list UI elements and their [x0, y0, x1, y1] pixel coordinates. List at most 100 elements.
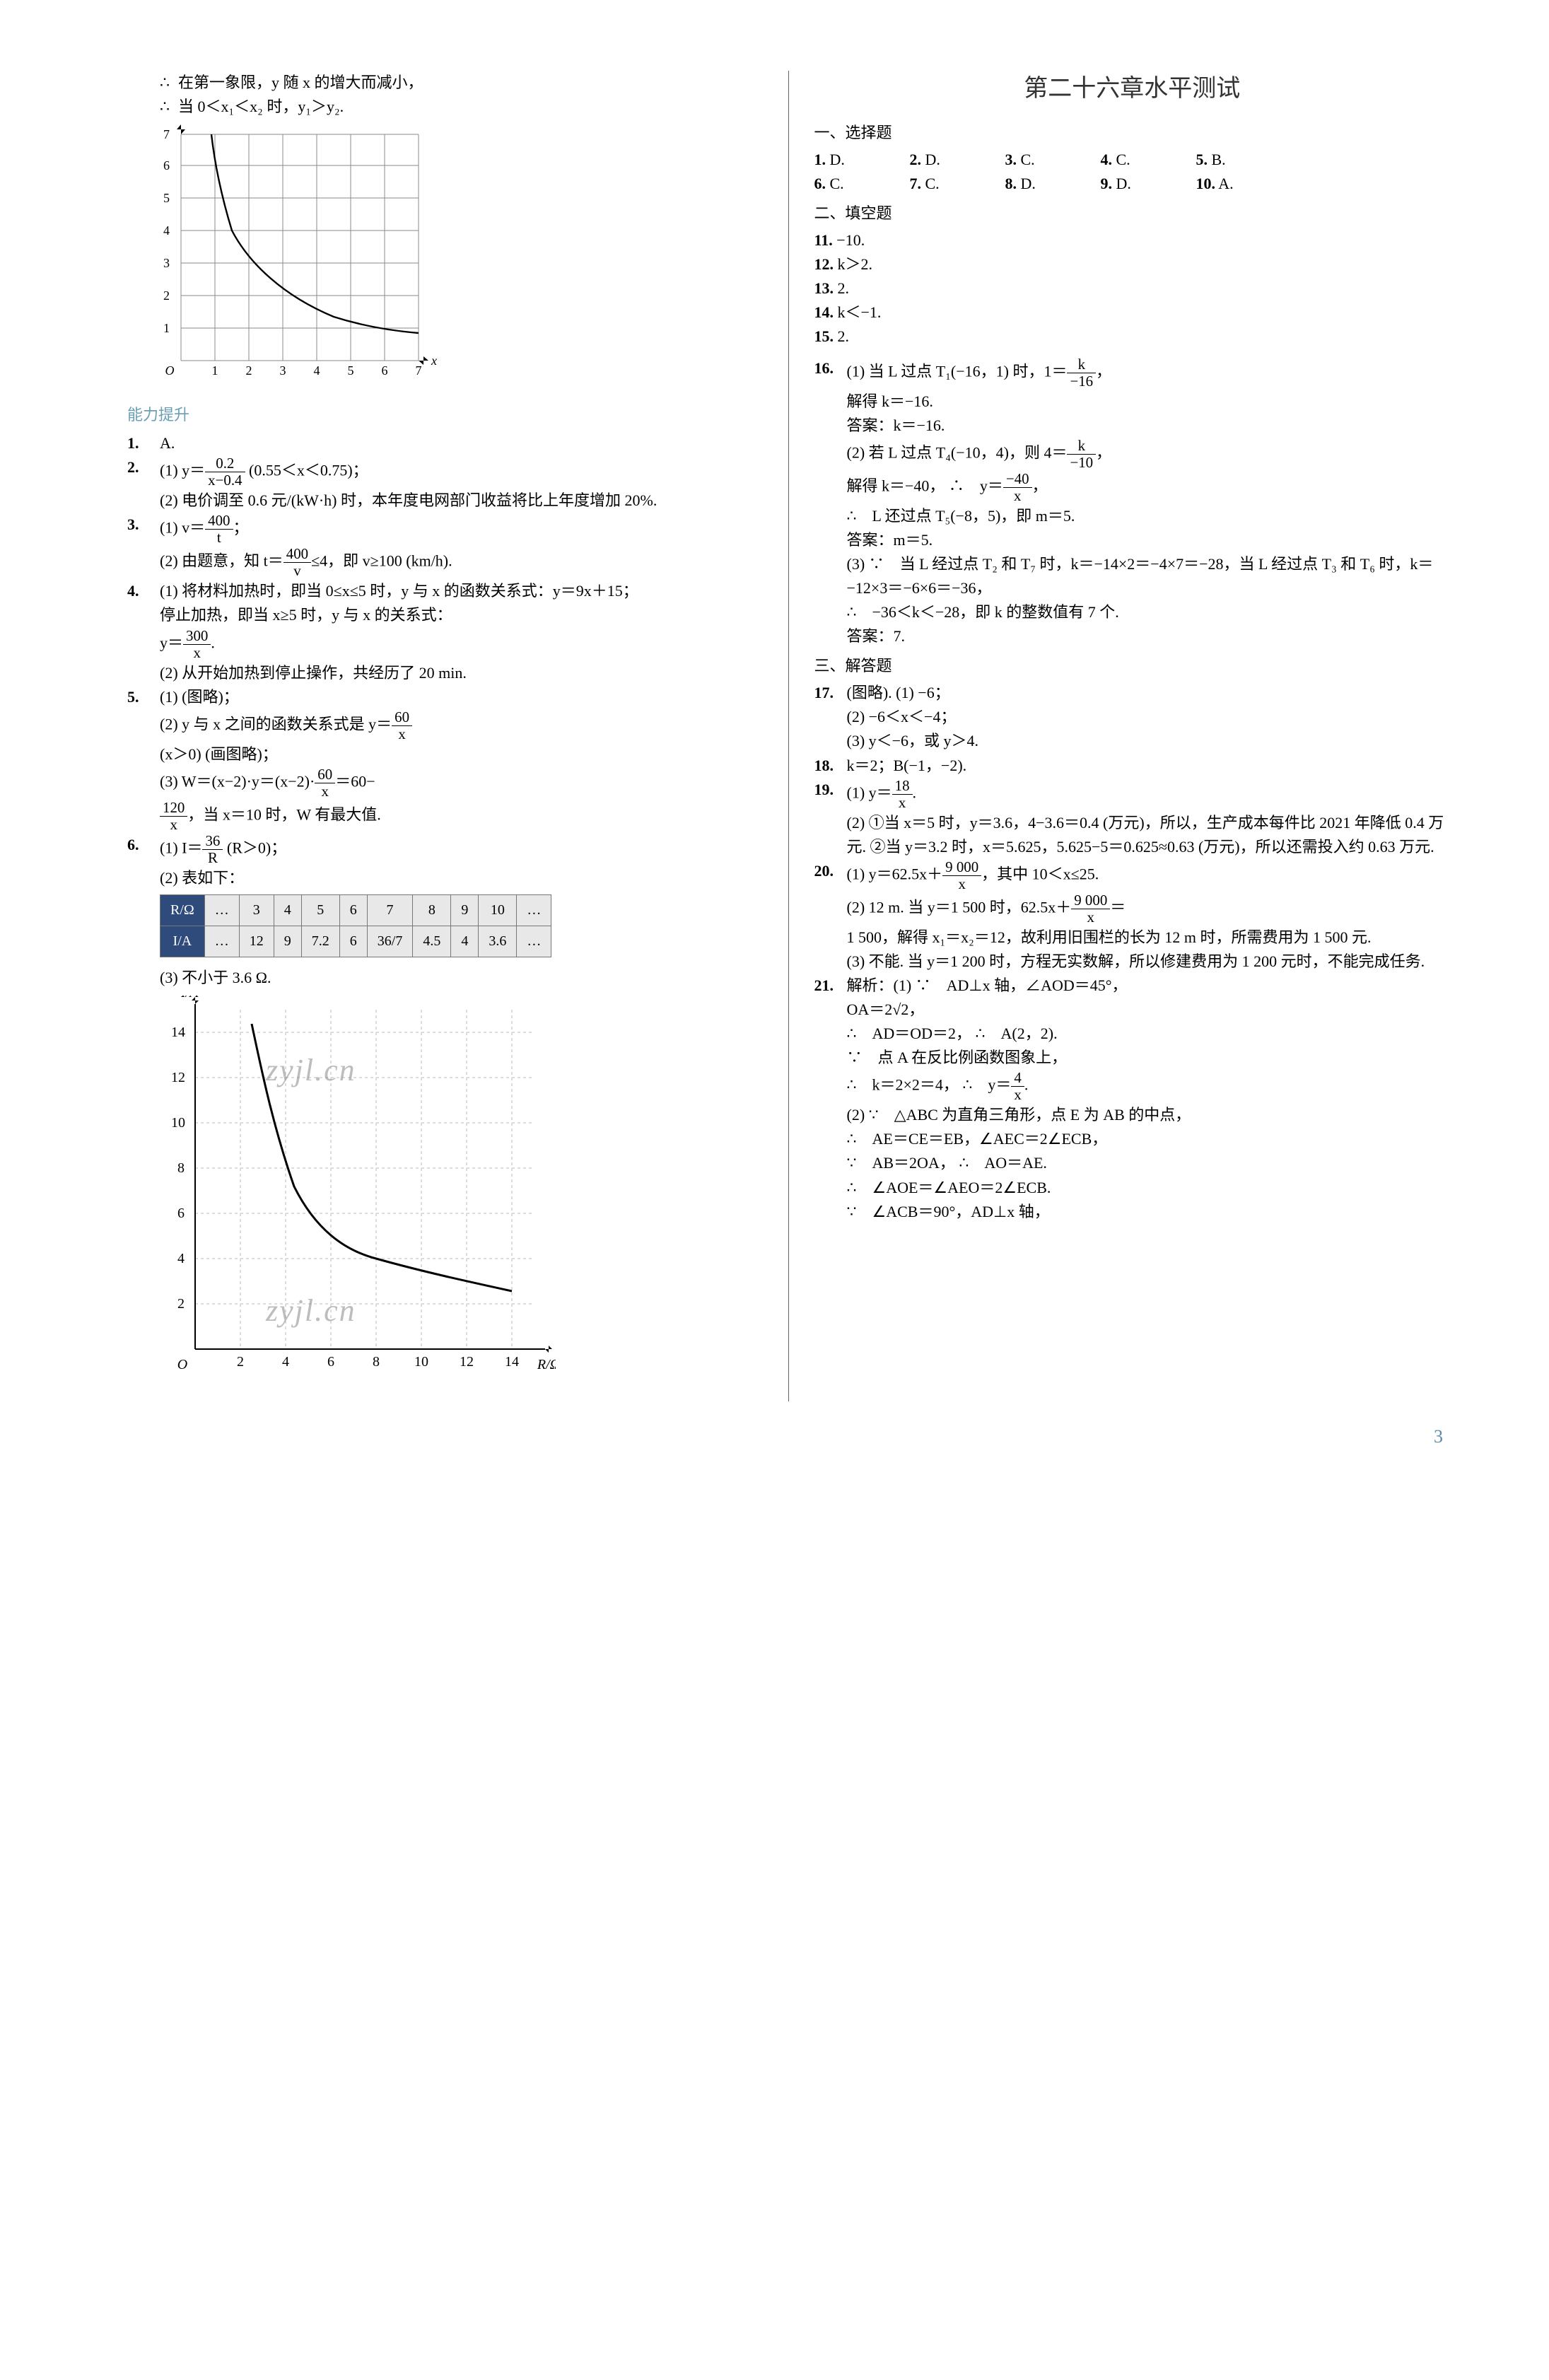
q21-p8: ∵ AB＝2OA， ∴ AO＝AE. [847, 1151, 1451, 1175]
fb-11: 11. −10. [814, 228, 1451, 252]
q16-p2: 解得 k＝−16. [847, 390, 1451, 414]
svg-text:3: 3 [163, 256, 170, 270]
svg-text:10: 10 [414, 1354, 428, 1370]
q17: 17. (图略). (1) −6； (2) −6＜x＜−4； (3) y＜−6，… [814, 681, 1451, 753]
mc-item: 8. D. [1005, 172, 1101, 196]
page-number: 3 [127, 1423, 1450, 1451]
q3-p1a: (1) v＝ [160, 519, 205, 537]
q2: 2. (1) y＝0.2x−0.4 (0.55＜x＜0.75)； (2) 电价调… [127, 455, 767, 513]
q18: 18. k＝2；B(−1，−2). [814, 754, 1451, 778]
svg-text:8: 8 [177, 1160, 185, 1176]
q3: 3. (1) v＝400t； (2) 由题意，知 t＝400v≤4，即 v≥10… [127, 513, 767, 579]
q4-p3: y＝300x. [160, 628, 767, 661]
q16: 16. (1) 当 L 过点 T₁(−16，1) 时，1＝k−16， 解得 k＝… [814, 356, 1451, 649]
q4-p1: (1) 将材料加热时，即当 0≤x≤5 时，y 与 x 的函数关系式：y＝9x＋… [160, 579, 767, 603]
q4-p4: (2) 从开始加热到停止操作，共经历了 20 min. [160, 661, 767, 685]
svg-text:7: 7 [163, 127, 170, 141]
svg-text:x: x [431, 354, 437, 368]
svg-text:2: 2 [177, 1296, 185, 1312]
q19-p1: (1) y＝18x. [847, 778, 1451, 811]
q5: 5. (1) (图略)； (2) y 与 x 之间的函数关系式是 y＝60x (… [127, 685, 767, 833]
svg-text:12: 12 [460, 1354, 474, 1370]
mc-item: 4. C. [1101, 148, 1196, 172]
q17-p3: (3) y＜−6，或 y＞4. [847, 729, 1451, 753]
mc-item: 1. D. [814, 148, 910, 172]
q17-p1: (图略). (1) −6； [847, 681, 1451, 705]
svg-text:12: 12 [171, 1070, 185, 1085]
intro-line-2: 当 0＜x₁＜x₂ 时，y₁＞y₂. [127, 95, 767, 119]
q21-p5: ∴ k＝2×2＝4， ∴ y＝4x. [847, 1070, 1451, 1103]
intro-line-1: 在第一象限，y 随 x 的增大而减小， [127, 71, 767, 95]
svg-text:I/A: I/A [180, 996, 199, 1001]
svg-text:2: 2 [246, 363, 252, 378]
table-row: R/Ω …3 45 67 89 10… [160, 894, 551, 926]
q19-p2: (2) ①当 x＝5 时，y＝3.6，4−3.6＝0.4 (万元)，所以，生产成… [847, 811, 1451, 859]
section-ability: 能力提升 [127, 403, 767, 427]
mc-row-2: 6. C. 7. C. 8. D. 9. D. 10. A. [814, 172, 1451, 196]
q5-p4: 120x，当 x＝10 时，W 有最大值. [160, 800, 767, 833]
mc-item: 3. C. [1005, 148, 1101, 172]
mc-item: 10. A. [1196, 172, 1292, 196]
q5-p3: (3) W＝(x−2)·y＝(x−2)·60x＝60− [160, 766, 767, 800]
svg-text:3: 3 [280, 363, 286, 378]
table-row: I/A …12 97.2 636/7 4.54 3.6… [160, 926, 551, 957]
svg-text:7: 7 [416, 363, 422, 378]
mc-row-1: 1. D. 2. D. 3. C. 4. C. 5. B. [814, 148, 1451, 172]
svg-text:6: 6 [327, 1354, 334, 1370]
q21-p7: ∴ AE＝CE＝EB，∠AEC＝2∠ECB， [847, 1127, 1451, 1151]
chart-1: 123 456 7 12 34 56 7 O x y [148, 124, 767, 393]
mc-item: 6. C. [814, 172, 910, 196]
q16-p7: 答案：m＝5. [847, 528, 1451, 552]
svg-text:10: 10 [171, 1115, 185, 1131]
q2-frac: 0.2x−0.4 [205, 455, 245, 489]
svg-text:5: 5 [348, 363, 354, 378]
fb-13: 13. 2. [814, 276, 1451, 301]
q4: 4. (1) 将材料加热时，即当 0≤x≤5 时，y 与 x 的函数关系式：y＝… [127, 579, 767, 684]
right-column: 第二十六章水平测试 一、选择题 1. D. 2. D. 3. C. 4. C. … [789, 71, 1451, 1401]
chart-2: zyjl.cn zyjl.cn 246 81012 14 246 81012 1… [160, 996, 767, 1392]
q5-p2c: (x＞0) (画图略)； [160, 742, 767, 766]
q21-p6: (2) ∵ △ABC 为直角三角形，点 E 为 AB 的中点， [847, 1103, 1451, 1127]
q6-p1: (1) I＝36R (R＞0)； [160, 833, 767, 866]
q16-p4: (2) 若 L 过点 T₄(−10，4)，则 4＝k−10， [847, 438, 1451, 471]
q21-p4: ∵ 点 A 在反比例函数图象上， [847, 1046, 1451, 1070]
th-i: I/A [160, 926, 205, 957]
q16-p5: 解得 k＝−40， ∴ y＝−40x， [847, 471, 1451, 504]
fb-12: 12. k＞2. [814, 252, 1451, 276]
svg-text:6: 6 [177, 1206, 185, 1221]
sec-mc: 一、选择题 [814, 121, 1451, 145]
q3-p2: (2) 由题意，知 t＝400v≤4，即 v≥100 (km/h). [160, 546, 767, 579]
svg-text:1: 1 [212, 363, 218, 378]
q16-p1: (1) 当 L 过点 T₁(−16，1) 时，1＝k−16， [847, 356, 1451, 390]
th-r: R/Ω [160, 894, 205, 926]
q3-frac1: 400t [205, 513, 233, 546]
q20-p3: 1 500，解得 x₁＝x₂＝12，故利用旧围栏的长为 12 m 时，所需费用为… [847, 926, 1451, 950]
q5-p2: (2) y 与 x 之间的函数关系式是 y＝60x [160, 709, 767, 742]
q21-p3: ∴ AD＝OD＝2， ∴ A(2，2). [847, 1022, 1451, 1046]
mc-item: 5. B. [1196, 148, 1292, 172]
q19: 19. (1) y＝18x. (2) ①当 x＝5 时，y＝3.6，4−3.6＝… [814, 778, 1451, 859]
mc-item: 9. D. [1101, 172, 1196, 196]
svg-text:5: 5 [163, 191, 170, 205]
svg-text:14: 14 [505, 1354, 519, 1370]
svg-text:R/Ω: R/Ω [537, 1357, 556, 1372]
svg-text:O: O [177, 1357, 187, 1372]
svg-text:4: 4 [163, 223, 170, 238]
svg-text:14: 14 [171, 1025, 185, 1040]
q2-p1a: (1) y＝ [160, 462, 205, 479]
q21-p1: 解析：(1) ∵ AD⊥x 轴，∠AOD＝45°， [847, 974, 1451, 998]
q2-p2: (2) 电价调至 0.6 元/(kW·h) 时，本年度电网部门收益将比上年度增加… [160, 489, 767, 513]
svg-text:4: 4 [177, 1251, 185, 1266]
q6-p2: (2) 表如下： [160, 866, 767, 890]
svg-text:2: 2 [237, 1354, 244, 1370]
svg-text:zyjl.cn: zyjl.cn [265, 1053, 356, 1087]
svg-text:6: 6 [382, 363, 388, 378]
q4-p2: 停止加热，即当 x≥5 时，y 与 x 的关系式： [160, 603, 767, 627]
q21-p2: OA＝2√2， [847, 998, 1451, 1022]
sec-solve: 三、解答题 [814, 654, 1451, 678]
svg-text:4: 4 [282, 1354, 289, 1370]
mc-item: 2. D. [910, 148, 1005, 172]
q16-p6: ∴ L 还过点 T₅(−8，5)，即 m＝5. [847, 504, 1451, 528]
svg-text:4: 4 [314, 363, 320, 378]
q20-p4: (3) 不能. 当 y＝1 200 时，方程无实数解，所以修建费用为 1 200… [847, 950, 1451, 974]
